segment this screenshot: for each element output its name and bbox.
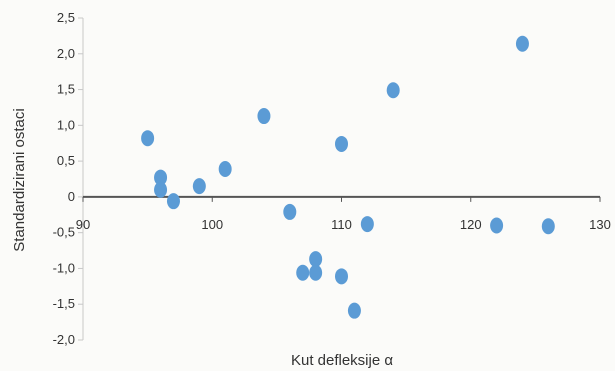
x-tick-label: 120 [460,217,482,232]
data-point [283,203,297,220]
y-tick-label: 1,0 [57,117,75,132]
data-point [541,218,555,235]
data-point [141,130,155,147]
x-tick-label: 90 [76,217,90,232]
data-point [218,160,232,177]
data-point [360,216,374,233]
data-point [154,169,168,186]
data-point [257,108,271,125]
y-tick-label: 1,5 [57,82,75,97]
y-tick-label: -2,0 [53,332,75,347]
data-point [154,181,168,198]
data-point [335,135,348,152]
y-axis-title: Standardizirani ostaci [11,108,28,251]
x-axis: 90 100 110 120 130 [76,195,611,232]
y-tick-label: -0,5 [53,225,75,240]
data-point [335,268,348,285]
y-tick-label: 0,5 [57,153,75,168]
y-tick-label: 2,5 [57,10,75,25]
data-point [515,35,529,52]
data-point [347,302,361,319]
y-tick-label: 2,0 [57,46,75,61]
data-point [386,82,400,99]
data-point [490,217,504,234]
x-tick-label: 130 [589,217,611,232]
y-tick-label: -1,0 [53,260,75,275]
y-tick-label: -1,5 [53,296,75,311]
data-point [296,264,310,281]
y-tick-label: 0 [68,189,75,204]
x-tick-label: 100 [201,217,223,232]
data-point [192,178,206,195]
y-axis: 2,5 2,0 1,5 1,0 0,5 0 -0,5 -1,0 -1,5 -2,0 [53,10,84,347]
data-points [141,35,555,319]
data-point [309,264,323,281]
x-axis-title: Kut defleksije α [291,352,393,369]
data-point [166,193,180,210]
x-tick-label: 110 [331,217,352,232]
data-point [309,251,323,268]
